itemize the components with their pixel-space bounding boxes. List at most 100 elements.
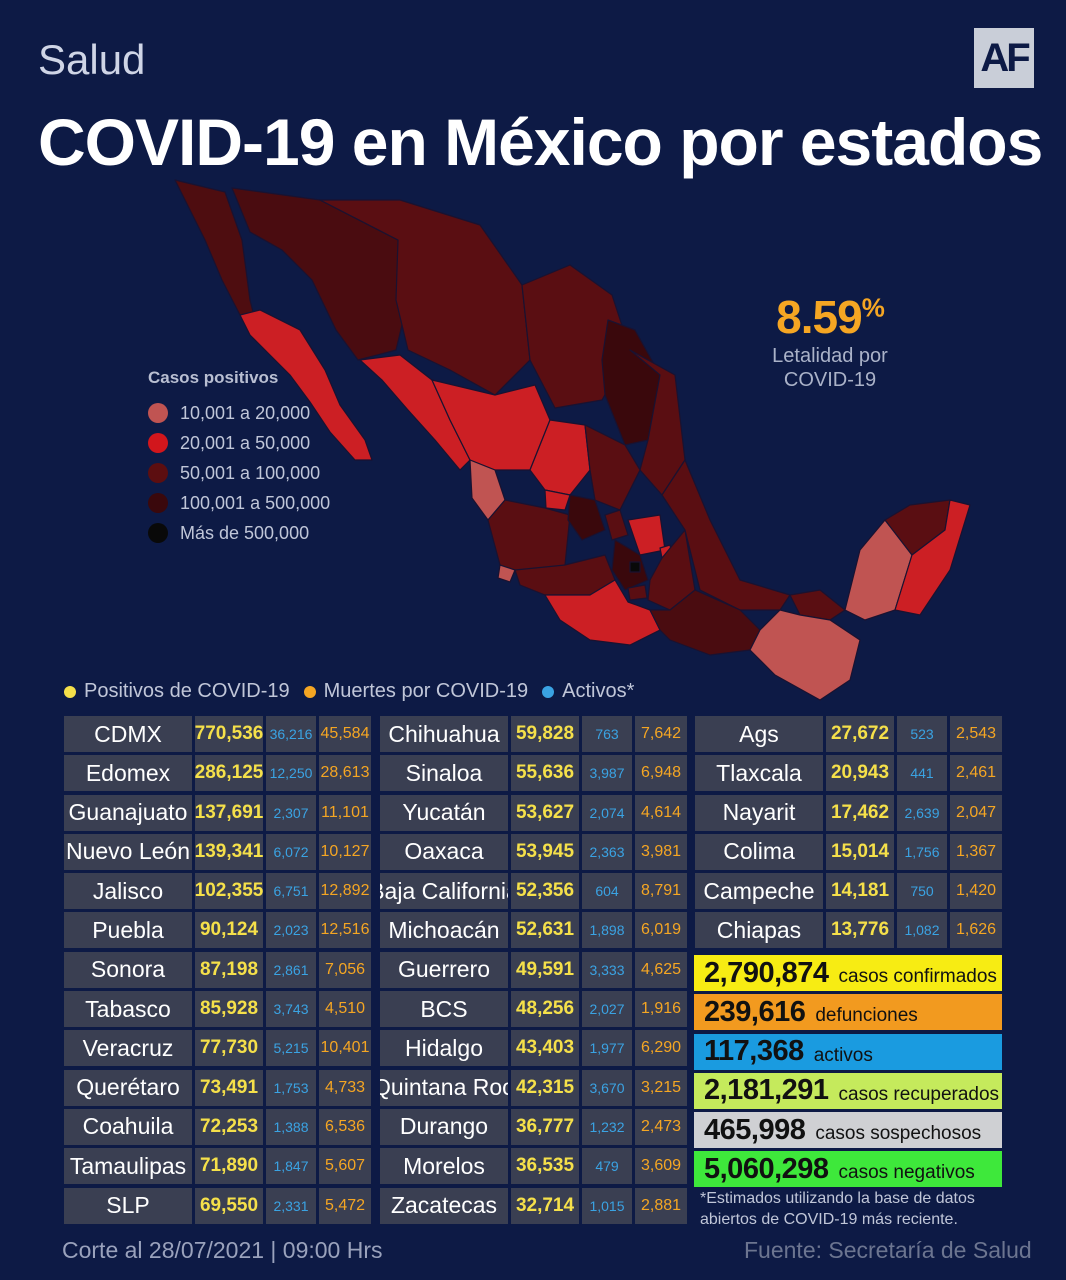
table-row: Colima 15,014 1,756 1,367 bbox=[695, 833, 1005, 870]
footnote: *Estimados utilizando la base de datos a… bbox=[700, 1190, 975, 1228]
defunciones-value: 7,056 bbox=[319, 951, 371, 988]
activos-value: 3,670 bbox=[582, 1069, 632, 1106]
legend-label: 50,001 a 100,000 bbox=[180, 462, 321, 483]
state-name: Tabasco bbox=[64, 991, 192, 1028]
positivos-value: 77,730 bbox=[195, 1030, 263, 1067]
summary-row: 5,060,298 casos negativos bbox=[694, 1151, 1002, 1188]
key-label: Activos* bbox=[562, 680, 635, 702]
map-legend: Casos positivos 10,001 a 20,000 20,001 a… bbox=[148, 368, 330, 548]
summary-value: 5,060,298 bbox=[704, 1152, 829, 1185]
map-bcs bbox=[239, 309, 373, 461]
positivos-value: 90,124 bbox=[195, 912, 263, 949]
state-name: Hidalgo bbox=[380, 1030, 508, 1067]
table-row: Jalisco 102,355 6,751 12,892 bbox=[64, 873, 374, 910]
defunciones-value: 1,420 bbox=[950, 873, 1002, 910]
mexico-choropleth-map bbox=[174, 179, 971, 701]
lethality-label: COVID-19 bbox=[783, 369, 877, 391]
activos-value: 1,388 bbox=[266, 1108, 316, 1145]
state-name: Zacatecas bbox=[380, 1187, 508, 1224]
positivos-value: 43,403 bbox=[511, 1030, 579, 1067]
state-name: Chihuahua bbox=[380, 716, 508, 752]
positivos-value: 53,945 bbox=[511, 833, 579, 870]
defunciones-value: 3,215 bbox=[635, 1069, 687, 1106]
activos-value: 2,363 bbox=[582, 833, 632, 870]
activos-value: 2,861 bbox=[266, 951, 316, 988]
state-name: SLP bbox=[64, 1187, 192, 1224]
legend-item: 10,001 a 20,000 bbox=[148, 398, 330, 428]
positivos-value: 69,550 bbox=[195, 1187, 263, 1224]
page-title: COVID-19 en México por estados bbox=[38, 105, 1043, 179]
activos-value: 750 bbox=[897, 873, 947, 910]
state-name: Colima bbox=[695, 833, 823, 870]
table-row: Durango 36,777 1,232 2,473 bbox=[380, 1108, 690, 1145]
defunciones-value: 11,101 bbox=[319, 794, 371, 831]
key-label: Positivos de COVID-19 bbox=[84, 680, 290, 702]
summary-row: 2,181,291 casos recuperados bbox=[694, 1072, 1002, 1109]
state-name: Baja California bbox=[380, 873, 508, 910]
positivos-value: 32,714 bbox=[511, 1187, 579, 1224]
legend-swatch bbox=[148, 463, 168, 483]
af-logo: AF bbox=[974, 28, 1034, 88]
state-name: Ags bbox=[695, 716, 823, 752]
table-row: Ags 27,672 523 2,543 bbox=[695, 716, 1005, 752]
key-item-positivos: Positivos de COVID-19 bbox=[64, 680, 290, 703]
defunciones-value: 6,536 bbox=[319, 1108, 371, 1145]
legend-item: Más de 500,000 bbox=[148, 518, 330, 548]
table-row: Morelos 36,535 479 3,609 bbox=[380, 1148, 690, 1185]
summary-value: 2,790,874 bbox=[704, 956, 829, 989]
table-row: Oaxaca 53,945 2,363 3,981 bbox=[380, 833, 690, 870]
summary-row: 465,998 casos sospechosos bbox=[694, 1112, 1002, 1149]
positivos-value: 36,777 bbox=[511, 1108, 579, 1145]
table-row: Nuevo León 139,341 6,072 10,127 bbox=[64, 833, 374, 870]
states-table-column-3: Ags 27,672 523 2,543 Tlaxcala 20,943 441 2,461 N… bbox=[695, 716, 1005, 952]
table-key: Positivos de COVID-19 Muertes por COVID-… bbox=[64, 680, 648, 703]
summary-row: 2,790,874 casos confirmados bbox=[694, 955, 1002, 991]
activos-value: 36,216 bbox=[266, 716, 316, 752]
positivos-value: 13,776 bbox=[826, 912, 894, 949]
defunciones-value: 3,609 bbox=[635, 1148, 687, 1185]
activos-value: 2,331 bbox=[266, 1187, 316, 1224]
legend-title: Casos positivos bbox=[148, 368, 279, 387]
defunciones-value: 4,733 bbox=[319, 1069, 371, 1106]
state-name: Guanajuato bbox=[64, 794, 192, 831]
defunciones-value: 8,791 bbox=[635, 873, 687, 910]
activos-value: 2,023 bbox=[266, 912, 316, 949]
map-nuevo-leon bbox=[601, 319, 661, 446]
state-name: Puebla bbox=[64, 912, 192, 949]
defunciones-value: 2,047 bbox=[950, 794, 1002, 831]
table-row: Zacatecas 32,714 1,015 2,881 bbox=[380, 1187, 690, 1224]
map-ags bbox=[544, 489, 571, 511]
map-quintana-roo bbox=[894, 499, 971, 616]
positivos-value: 55,636 bbox=[511, 755, 579, 792]
legend-swatch bbox=[148, 403, 168, 423]
defunciones-value: 6,948 bbox=[635, 755, 687, 792]
activos-value: 2,307 bbox=[266, 794, 316, 831]
state-name: Sonora bbox=[64, 951, 192, 988]
state-name: Nuevo León bbox=[64, 833, 192, 870]
table-row: Coahuila 72,253 1,388 6,536 bbox=[64, 1108, 374, 1145]
table-row: Chiapas 13,776 1,082 1,626 bbox=[695, 912, 1005, 949]
legend-label: 100,001 a 500,000 bbox=[180, 492, 331, 513]
positivos-value: 42,315 bbox=[511, 1069, 579, 1106]
legend-item: 50,001 a 100,000 bbox=[148, 458, 330, 488]
state-name: Campeche bbox=[695, 873, 823, 910]
defunciones-value: 7,642 bbox=[635, 716, 687, 752]
defunciones-value: 1,916 bbox=[635, 991, 687, 1028]
activos-value: 12,250 bbox=[266, 755, 316, 792]
source-credit: Fuente: Secretaría de Salud bbox=[744, 1237, 1032, 1263]
legend-item: 20,001 a 50,000 bbox=[148, 428, 330, 458]
state-name: Querétaro bbox=[64, 1069, 192, 1106]
activos-value: 763 bbox=[582, 716, 632, 752]
table-row: Campeche 14,181 750 1,420 bbox=[695, 873, 1005, 910]
state-name: Durango bbox=[380, 1108, 508, 1145]
map-morelos bbox=[627, 584, 648, 601]
table-row: Nayarit 17,462 2,639 2,047 bbox=[695, 794, 1005, 831]
state-name: Morelos bbox=[380, 1148, 508, 1185]
map-tabasco bbox=[789, 589, 846, 621]
positivos-value: 15,014 bbox=[826, 833, 894, 870]
table-row: SLP 69,550 2,331 5,472 bbox=[64, 1187, 374, 1224]
table-row: BCS 48,256 2,027 1,916 bbox=[380, 991, 690, 1028]
state-name: Michoacán bbox=[380, 912, 508, 949]
positivos-value: 17,462 bbox=[826, 794, 894, 831]
